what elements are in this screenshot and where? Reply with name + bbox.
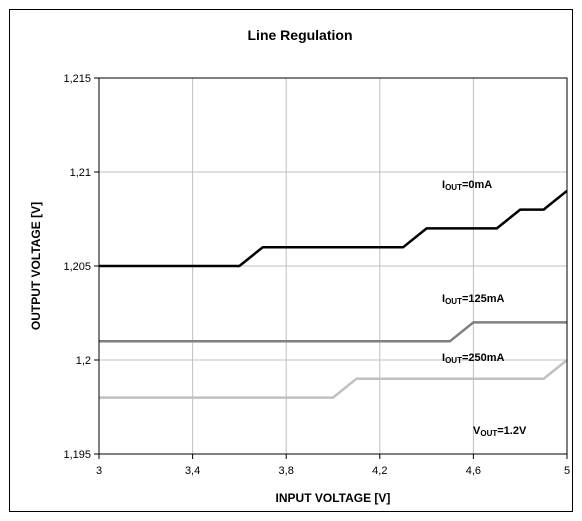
y-tick-label: 1,195 — [63, 449, 91, 461]
series-label-iout-125ma: IOUT=125mA — [442, 293, 505, 306]
y-axis-title: OUTPUT VOLTAGE [V] — [29, 202, 43, 330]
x-tick-label: 4,2 — [372, 465, 387, 477]
series-layer — [99, 189, 568, 399]
series-line-1 — [99, 321, 567, 343]
x-tick-label: 3,8 — [279, 465, 294, 477]
series-label-iout-250ma: IOUT=250mA — [442, 352, 505, 365]
series-label-iout-0ma: IOUT=0mA — [442, 179, 492, 192]
series-line-2 — [99, 359, 568, 399]
y-tick-label: 1,21 — [70, 167, 91, 179]
chart-border — [9, 9, 573, 512]
x-tick-label: 4,6 — [466, 465, 481, 477]
chart-title: Line Regulation — [248, 27, 353, 43]
y-tick-label: 1,2 — [76, 355, 91, 367]
ticks: 3 3,4 3,8 4,2 4,6 5 1,195 1,2 1,205 1,21 1,215 — [63, 73, 570, 477]
y-tick-label: 1,205 — [63, 261, 91, 273]
x-tick-label: 3 — [96, 465, 102, 477]
x-axis-title: INPUT VOLTAGE [V] — [276, 491, 391, 505]
series-line-0 — [99, 189, 568, 268]
y-tick-label: 1,215 — [63, 73, 91, 85]
x-tick-label: 5 — [564, 465, 570, 477]
grid — [99, 78, 567, 454]
x-tick-label: 3,4 — [185, 465, 200, 477]
annotation-vout: VOUT=1.2V — [473, 425, 527, 438]
